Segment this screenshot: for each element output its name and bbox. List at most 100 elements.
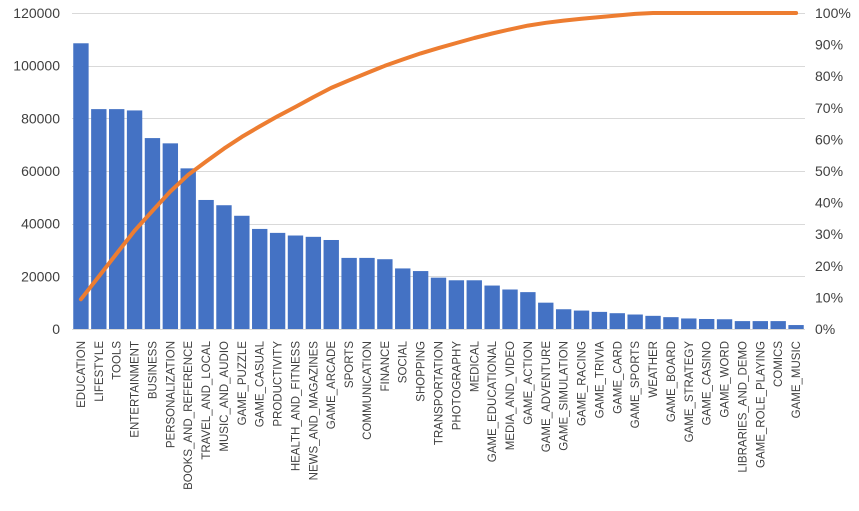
x-tick-label: COMICS <box>773 341 785 387</box>
x-tick-label: FINANCE <box>380 341 392 392</box>
y2-tick-label: 40% <box>815 195 843 211</box>
bar-game-casual <box>252 228 268 329</box>
y-axis-right: 0% 10% 20% 30% 40% 50% 60% 70% 80% 90% 100% <box>815 5 851 337</box>
bar-productivity <box>269 232 286 329</box>
cumulative-line <box>78 11 799 302</box>
bar-weather <box>645 315 661 329</box>
y2-tick-label: 60% <box>815 131 843 147</box>
x-tick-label: PERSONALIZATION <box>165 341 177 448</box>
x-tick-label: TRAVEL_AND_LOCAL <box>201 340 213 459</box>
y2-tick-label: 20% <box>815 258 843 274</box>
bar-game-action <box>520 292 536 329</box>
bar-social <box>395 268 411 329</box>
bar-business <box>144 138 161 329</box>
bar-finance <box>377 259 393 329</box>
y-axis-left: 0 20000 40000 60000 80000 100000 120000 <box>13 5 60 337</box>
bar-communication <box>359 257 375 329</box>
bar-game-trivia <box>591 311 608 329</box>
bar-music-and-audio <box>216 205 232 329</box>
x-tick-label: GAME_SPORTS <box>630 341 642 429</box>
bar-game-racing <box>573 310 590 329</box>
y2-tick-label: 80% <box>815 68 843 84</box>
bar-shopping <box>412 271 429 329</box>
x-tick-label: GAME_WORD <box>720 341 732 418</box>
x-tick-label: GAME_CARD <box>612 341 624 414</box>
y2-tick-label: 70% <box>815 100 843 116</box>
y-tick-label: 20000 <box>21 268 60 284</box>
x-tick-label: SPORTS <box>344 341 356 388</box>
y-tick-label: 60000 <box>21 163 60 179</box>
cumulative-percent-line <box>78 11 799 302</box>
x-tick-label: GAME_ADVENTURE <box>541 341 553 453</box>
bar-game-educational <box>484 285 500 329</box>
bar-tools <box>109 109 125 329</box>
bar-media-and-video <box>502 289 518 329</box>
bar-game-adventure <box>538 302 554 329</box>
x-tick-label: ENTERTAINMENT <box>130 341 142 438</box>
bar-books-and-reference <box>180 168 196 329</box>
x-tick-label: GAME_CASUAL <box>255 340 267 427</box>
x-tick-label: HEALTH_AND_FITNESS <box>290 341 302 471</box>
x-tick-label: TRANSPORTATION <box>434 341 446 445</box>
bar-libraries-and-demo <box>734 321 751 329</box>
y2-tick-label: 100% <box>815 5 851 21</box>
bar-game-music <box>788 325 804 329</box>
x-tick-label: GAME_EDUCATIONAL <box>487 340 499 462</box>
x-tick-label: WEATHER <box>648 341 660 398</box>
bars <box>73 43 804 330</box>
bar-health-and-fitness <box>287 235 304 329</box>
bar-game-role-playing <box>752 321 768 329</box>
x-tick-label: GAME_SIMULATION <box>559 341 571 451</box>
bar-entertainment <box>126 110 143 329</box>
y2-tick-label: 30% <box>815 226 843 242</box>
x-tick-label: GAME_TRIVIA <box>594 341 606 419</box>
x-tick-label: PHOTOGRAPHY <box>451 341 463 431</box>
x-axis: EDUCATION LIFESTYLE TOOLS ENTERTAINMENT BUSI… <box>72 329 805 490</box>
bar-game-strategy <box>681 318 697 329</box>
x-tick-label: LIBRARIES_AND_DEMO <box>737 341 749 473</box>
bar-game-card <box>609 313 625 329</box>
bar-medical <box>466 280 482 329</box>
x-tick-label: GAME_BOARD <box>666 341 678 422</box>
x-tick-label: GAME_RACING <box>577 341 589 426</box>
bar-personalization <box>162 143 179 329</box>
x-tick-label: COMMUNICATION <box>362 341 374 440</box>
x-tick-label: GAME_CASINO <box>702 341 714 425</box>
x-tick-label: GAME_PUZZLE <box>237 341 249 426</box>
bar-lifestyle <box>91 109 107 329</box>
x-tick-label: TOOLS <box>112 341 124 380</box>
x-tick-label: GAME_ROLE_PLAYING <box>755 341 767 468</box>
bar-game-word <box>716 319 733 329</box>
x-tick-label: GAME_ARCADE <box>326 341 338 430</box>
x-tick-label: BOOKS_AND_REFERENCE <box>183 341 195 490</box>
x-tick-label: MEDIA_AND_VIDEO <box>505 341 517 450</box>
y2-tick-label: 10% <box>815 289 843 305</box>
y-tick-label: 120000 <box>13 5 60 21</box>
x-tick-label: SHOPPING <box>416 341 428 402</box>
y-tick-label: 40000 <box>21 216 60 232</box>
bar-news-and-magazines <box>305 236 322 329</box>
bar-education <box>73 43 89 330</box>
x-tick-label: SOCIAL <box>398 340 410 383</box>
bar-game-puzzle <box>234 215 250 329</box>
bar-game-simulation <box>555 309 572 329</box>
bar-comics <box>770 321 786 329</box>
bar-travel-and-local <box>198 199 214 329</box>
bar-sports <box>341 257 357 329</box>
bar-game-casino <box>698 318 715 329</box>
x-tick-label: GAME_STRATEGY <box>684 341 696 443</box>
y-tick-label: 0 <box>52 321 60 337</box>
bar-game-sports <box>627 314 643 329</box>
y-tick-label: 100000 <box>13 58 60 74</box>
bar-transportation <box>430 277 447 329</box>
y2-tick-label: 90% <box>815 37 843 53</box>
x-tick-label: GAME_MUSIC <box>791 341 803 418</box>
x-tick-label: BUSINESS <box>147 341 159 399</box>
x-tick-label: PRODUCTIVITY <box>273 341 285 427</box>
x-tick-label: MEDICAL <box>469 340 481 392</box>
x-tick-label: LIFESTYLE <box>94 341 106 402</box>
y2-tick-label: 0% <box>815 321 835 337</box>
x-tick-label: MUSIC_AND_AUDIO <box>219 341 231 452</box>
x-tick-label: NEWS_AND_MAGAZINES <box>308 341 320 481</box>
